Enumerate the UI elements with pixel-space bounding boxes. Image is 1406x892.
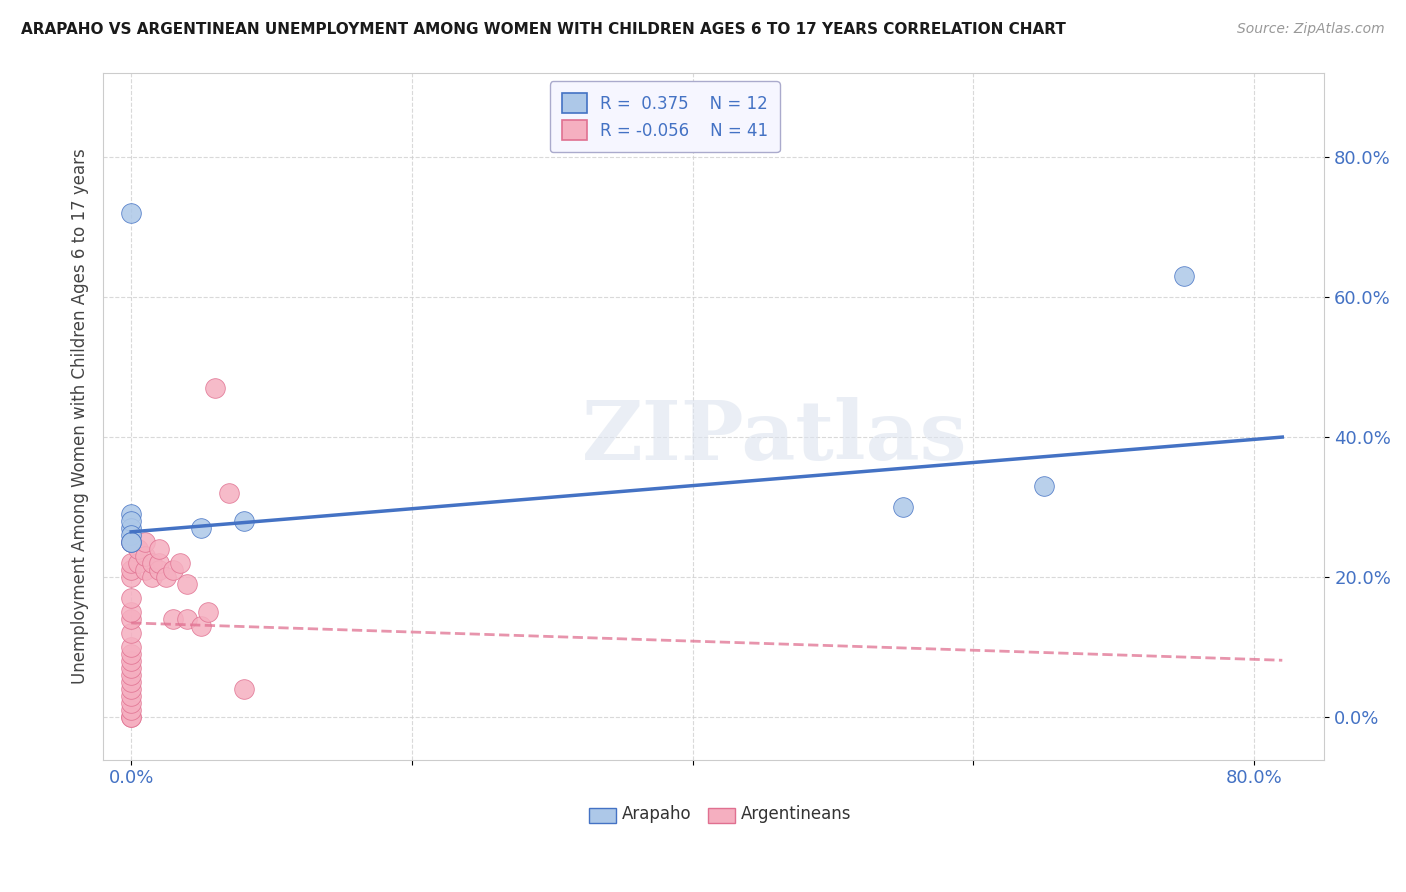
Point bbox=[127, 557, 149, 571]
Point bbox=[1173, 269, 1195, 284]
Point bbox=[120, 655, 142, 669]
Point bbox=[120, 710, 142, 724]
Point bbox=[120, 668, 142, 682]
Point bbox=[148, 542, 170, 557]
Point bbox=[891, 500, 914, 515]
Point bbox=[190, 521, 212, 535]
Point bbox=[141, 557, 163, 571]
Point bbox=[134, 535, 156, 549]
Point bbox=[120, 648, 142, 662]
Point bbox=[120, 675, 142, 690]
Text: Argentineans: Argentineans bbox=[741, 805, 851, 823]
Point bbox=[148, 563, 170, 577]
Point bbox=[120, 697, 142, 711]
Point bbox=[120, 514, 142, 528]
Text: Arapaho: Arapaho bbox=[623, 805, 692, 823]
Point bbox=[162, 563, 184, 577]
Point bbox=[120, 710, 142, 724]
Point bbox=[120, 563, 142, 577]
FancyBboxPatch shape bbox=[589, 807, 616, 822]
Point bbox=[127, 542, 149, 557]
Point bbox=[120, 704, 142, 718]
Text: ZIPatlas: ZIPatlas bbox=[582, 397, 967, 477]
Point bbox=[1032, 479, 1054, 493]
Point bbox=[120, 690, 142, 704]
Point bbox=[141, 570, 163, 584]
Legend: R =  0.375    N = 12, R = -0.056    N = 41: R = 0.375 N = 12, R = -0.056 N = 41 bbox=[550, 81, 780, 152]
Point bbox=[134, 549, 156, 564]
Y-axis label: Unemployment Among Women with Children Ages 6 to 17 years: Unemployment Among Women with Children A… bbox=[72, 148, 89, 684]
Text: ARAPAHO VS ARGENTINEAN UNEMPLOYMENT AMONG WOMEN WITH CHILDREN AGES 6 TO 17 YEARS: ARAPAHO VS ARGENTINEAN UNEMPLOYMENT AMON… bbox=[21, 22, 1066, 37]
Point bbox=[120, 557, 142, 571]
Point bbox=[120, 521, 142, 535]
Point bbox=[120, 535, 142, 549]
Point bbox=[120, 606, 142, 620]
Point bbox=[218, 486, 240, 500]
FancyBboxPatch shape bbox=[707, 807, 734, 822]
Point bbox=[120, 661, 142, 675]
Point bbox=[169, 557, 191, 571]
Text: Source: ZipAtlas.com: Source: ZipAtlas.com bbox=[1237, 22, 1385, 37]
Point bbox=[120, 535, 142, 549]
Point bbox=[120, 206, 142, 220]
Point bbox=[176, 612, 198, 626]
Point bbox=[120, 591, 142, 606]
Point bbox=[120, 682, 142, 697]
Point bbox=[120, 535, 142, 549]
Point bbox=[148, 557, 170, 571]
Point bbox=[134, 563, 156, 577]
Point bbox=[120, 528, 142, 542]
Point bbox=[232, 514, 254, 528]
Point bbox=[162, 612, 184, 626]
Point bbox=[232, 682, 254, 697]
Point bbox=[120, 640, 142, 655]
Point bbox=[120, 626, 142, 640]
Point bbox=[204, 381, 226, 395]
Point bbox=[120, 612, 142, 626]
Point bbox=[197, 606, 219, 620]
Point bbox=[176, 577, 198, 591]
Point bbox=[155, 570, 177, 584]
Point bbox=[120, 508, 142, 522]
Point bbox=[120, 570, 142, 584]
Point bbox=[190, 619, 212, 633]
